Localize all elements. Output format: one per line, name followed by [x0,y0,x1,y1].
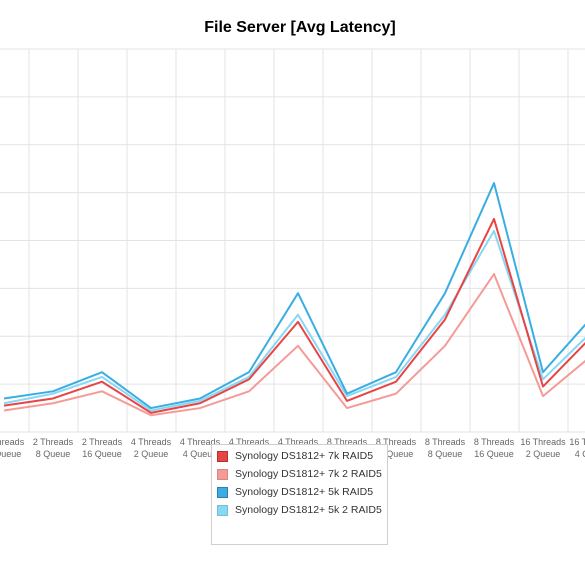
x-tick-label: 4 Threads 4 Queue [180,437,221,459]
series-line-1 [3,273,585,417]
legend-label: Synology DS1812+ 7k RAID5 [235,450,374,462]
x-tick-label: 2 Threads 16 Queue [82,437,123,459]
x-tick-label: 8 Threads 16 Queue [474,437,515,459]
series-line-2 [3,182,585,410]
legend-swatch [217,450,228,462]
x-tick-label: 4 Threads 2 Queue [131,437,172,459]
x-tick-label: 8 Threads 8 Queue [425,437,466,459]
legend-label: Synology DS1812+ 7k 2 RAID5 [235,468,382,480]
series-line-3 [3,229,585,412]
x-tick-label: 8 Threads 4 Queue [376,437,417,459]
gridlines [0,48,585,433]
legend-swatch [217,504,228,516]
legend-item[interactable]: Synology DS1812+ 5k RAID5 [217,483,387,501]
series-lines [3,182,585,417]
legend-label: Synology DS1812+ 5k RAID5 [235,486,374,498]
series-line-0 [3,217,585,414]
x-tick-label: 16 Threads 2 Queue [520,437,566,459]
legend-swatch [217,468,228,480]
legend-item[interactable]: Synology DS1812+ 5k 2 RAID5 [217,501,387,519]
legend-item[interactable]: Synology DS1812+ 7k 2 RAID5 [217,465,387,483]
x-tick-label: 2 Threads 8 Queue [33,437,74,459]
legend-item[interactable]: Synology DS1812+ 7k RAID5 [217,447,387,465]
legend-swatch [217,486,228,498]
legend: Synology DS1812+ 7k RAID5 Synology DS1812… [211,444,388,545]
chart-title: File Server [Avg Latency] [204,19,396,36]
legend-label: Synology DS1812+ 5k 2 RAID5 [235,504,382,516]
